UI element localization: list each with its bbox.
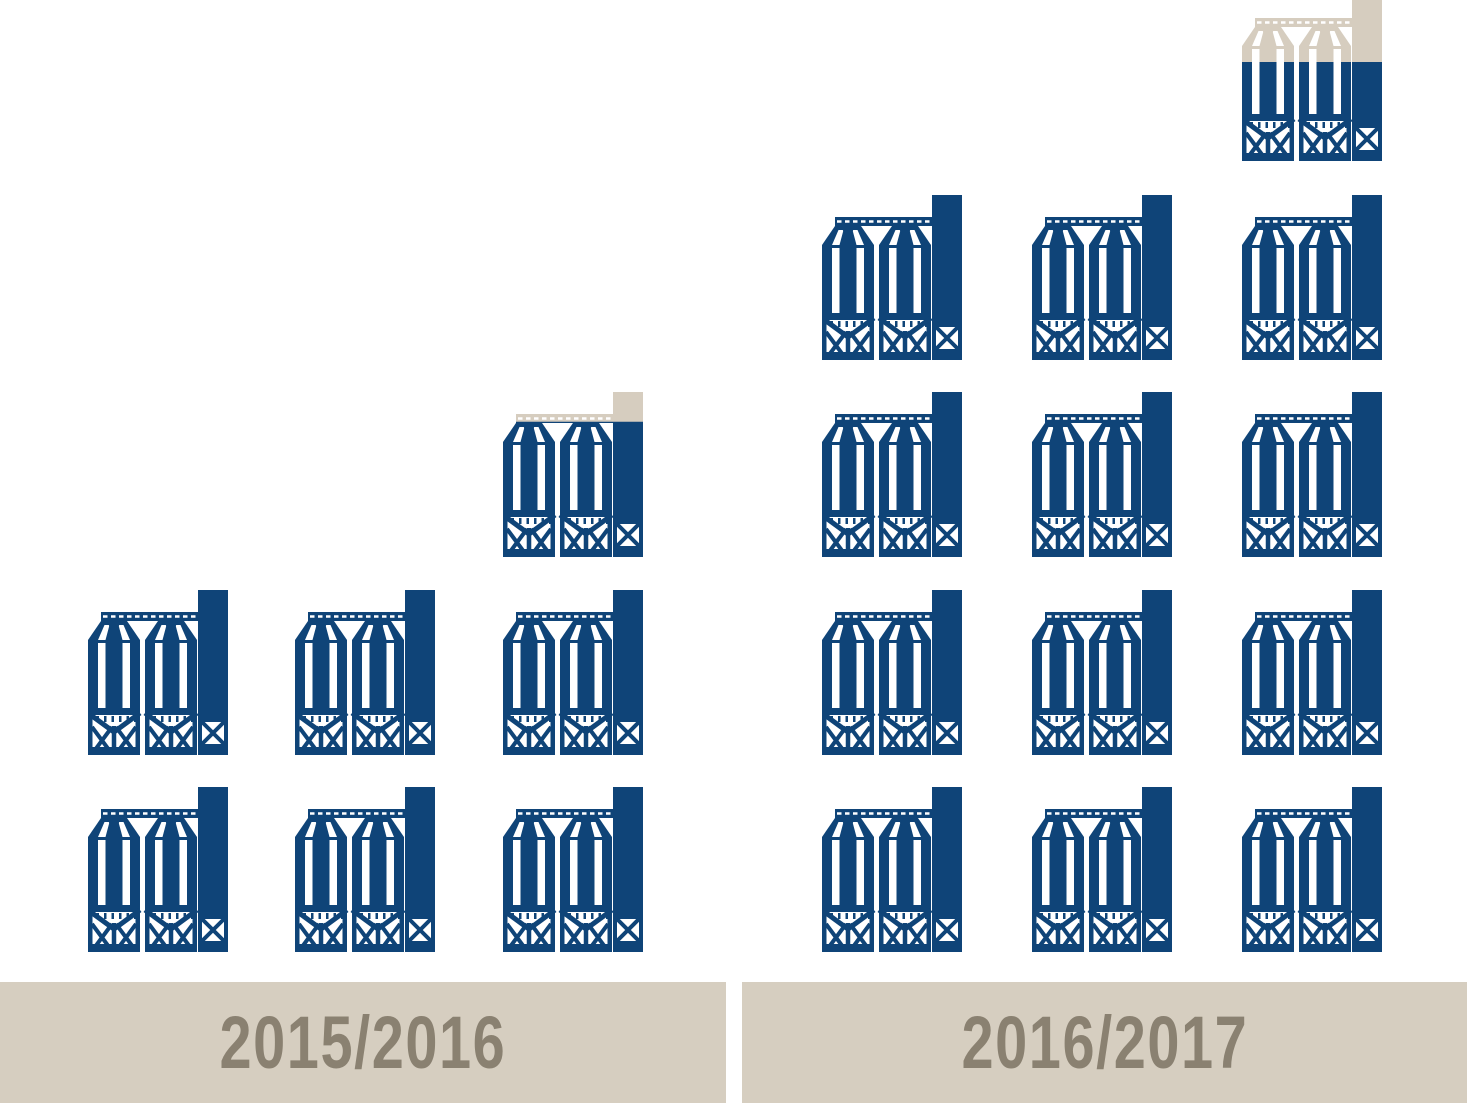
grain-silo-icon	[1242, 590, 1382, 755]
grain-silo-icon	[822, 195, 962, 360]
grain-silo-icon	[88, 787, 228, 952]
grain-silo-icon	[1032, 392, 1172, 557]
category-label-2015-2016: 2015/2016	[219, 1000, 507, 1084]
category-bar-2015-2016: 2015/2016	[0, 982, 726, 1103]
category-label-2016-2017: 2016/2017	[961, 1000, 1248, 1084]
grain-silo-icon	[295, 787, 435, 952]
grain-silo-icon	[1032, 590, 1172, 755]
grain-silo-icon	[1242, 392, 1382, 557]
grain-silo-icon	[1242, 195, 1382, 360]
grain-silo-icon	[503, 590, 643, 755]
grain-silo-icon	[822, 787, 962, 952]
grain-silo-icon	[88, 590, 228, 755]
grain-silo-icon	[1242, 787, 1382, 952]
grain-silo-icon	[1032, 195, 1172, 360]
grain-silo-icon-partial	[503, 392, 643, 557]
grain-silo-icon	[295, 590, 435, 755]
grain-silo-icon	[822, 392, 962, 557]
grain-silo-icon	[503, 787, 643, 952]
grain-silo-icon-partial	[1242, 0, 1382, 161]
grain-silo-icon	[822, 590, 962, 755]
category-bar-2016-2017: 2016/2017	[742, 982, 1467, 1103]
grain-silo-icon	[1032, 787, 1172, 952]
